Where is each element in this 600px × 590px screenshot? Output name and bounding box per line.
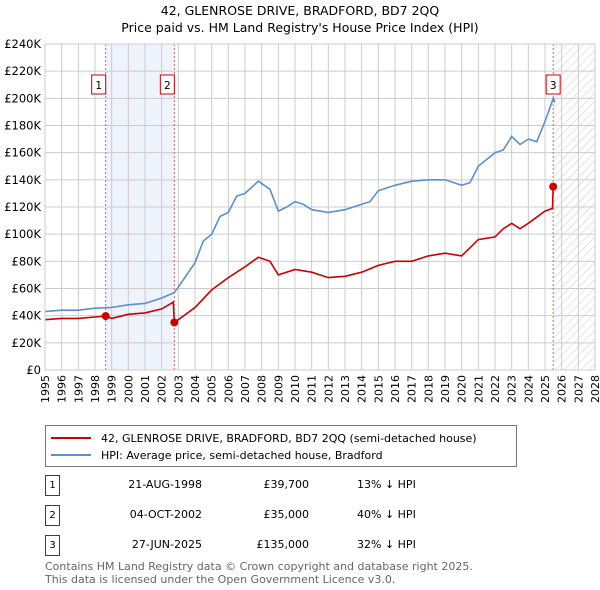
x-tick-label: 2005	[206, 375, 219, 403]
x-tick-label: 1997	[72, 375, 85, 403]
chart-subtitle: Price paid vs. HM Land Registry's House …	[121, 20, 479, 35]
x-tick-label: 1995	[39, 375, 52, 403]
chart-title: 42, GLENROSE DRIVE, BRADFORD, BD7 2QQ	[160, 3, 440, 18]
x-tick-label: 1996	[56, 375, 69, 403]
sale-label-border	[91, 74, 107, 95]
footer-copyright: Contains HM Land Registry data © Crown c…	[45, 560, 473, 573]
x-tick-label: 2010	[289, 375, 302, 403]
y-tick-label: £180K	[4, 119, 41, 133]
x-tick-label: 2017	[406, 375, 419, 403]
sale-label-box: 2	[159, 74, 175, 95]
y-tick-label: £140K	[4, 173, 41, 187]
x-tick-label: 2007	[239, 375, 252, 403]
legend-item-hpi: HPI: Average price, semi-detached house,…	[46, 447, 383, 463]
x-tick-label: 2001	[139, 375, 152, 403]
x-tick-label: 2006	[222, 375, 235, 403]
transaction-row: 3 27-JUN-2025 £135,000 32% ↓ HPI	[45, 535, 465, 557]
transaction-price: £35,000	[263, 508, 310, 521]
x-tick-label: 2016	[389, 375, 402, 403]
sale-label-box: 1	[91, 74, 107, 95]
transaction-price: £39,700	[263, 478, 310, 491]
x-tick-label: 1998	[89, 375, 102, 403]
x-tick-label: 2018	[422, 375, 435, 403]
x-tick-label: 2026	[556, 375, 569, 403]
transaction-hpi-diff: 32% ↓ HPI	[357, 538, 416, 551]
sale-label-text: 1	[95, 80, 102, 92]
transaction-number: 2	[45, 505, 60, 526]
y-tick-label: £120K	[4, 200, 41, 214]
x-tick-label: 1999	[106, 375, 119, 403]
y-tick-label: £100K	[4, 227, 41, 241]
sale-label-border	[159, 74, 175, 95]
x-tick-label: 2021	[472, 375, 485, 403]
transaction-hpi-diff: 13% ↓ HPI	[357, 478, 416, 491]
y-tick-label: £60K	[12, 282, 42, 296]
x-tick-label: 2028	[589, 375, 600, 403]
x-tick-label: 2002	[156, 375, 169, 403]
legend: 42, GLENROSE DRIVE, BRADFORD, BD7 2QQ (s…	[45, 425, 517, 467]
x-tick-label: 2003	[172, 375, 185, 403]
x-tick-label: 2000	[122, 375, 135, 403]
x-tick-label: 2027	[572, 375, 585, 403]
footer-licence: This data is licensed under the Open Gov…	[45, 573, 396, 586]
transaction-row: 1 21-AUG-1998 £39,700 13% ↓ HPI	[45, 475, 465, 497]
x-tick-label: 2008	[256, 375, 269, 403]
x-tick-label: 2013	[339, 375, 352, 403]
plot-border	[44, 43, 596, 371]
y-tick-label: £220K	[4, 64, 41, 78]
legend-swatch-red	[51, 437, 91, 439]
x-tick-label: 2004	[189, 375, 202, 403]
y-tick-label: £160K	[4, 146, 41, 160]
sale-label-text: 2	[164, 80, 171, 92]
y-tick-label: £240K	[4, 37, 41, 51]
sale-point	[549, 182, 558, 191]
hpi-line	[44, 96, 556, 313]
x-tick-label: 2012	[322, 375, 335, 403]
transaction-row: 2 04-OCT-2002 £35,000 40% ↓ HPI	[45, 505, 465, 527]
x-tick-label: 2014	[356, 375, 369, 403]
sale-label-box: 3	[545, 74, 561, 95]
x-tick-label: 2015	[372, 375, 385, 403]
sale-label-border	[545, 74, 561, 95]
transaction-price: £135,000	[256, 538, 310, 551]
x-tick-label: 2023	[506, 375, 519, 403]
x-tick-label: 2022	[489, 375, 502, 403]
y-tick-label: £20K	[12, 336, 42, 350]
x-tick-label: 2011	[306, 375, 319, 403]
footer: Contains HM Land Registry data © Crown c…	[45, 560, 473, 586]
legend-label: 42, GLENROSE DRIVE, BRADFORD, BD7 2QQ (s…	[101, 431, 477, 445]
legend-label: HPI: Average price, semi-detached house,…	[101, 448, 383, 462]
sale-label-text: 3	[550, 80, 557, 92]
x-tick-label: 2024	[522, 375, 535, 403]
legend-swatch-blue	[51, 454, 91, 456]
price-paid-line	[44, 186, 554, 324]
transaction-hpi-diff: 40% ↓ HPI	[357, 508, 416, 521]
x-tick-label: 2019	[439, 375, 452, 403]
transaction-date: 27-JUN-2025	[131, 538, 202, 551]
y-tick-label: £40K	[12, 309, 42, 323]
price-chart: 1995 1996 1997 1998 1999 2000 2001 2002 2003 2004…	[4, 37, 600, 403]
x-tick-label: 2025	[539, 375, 552, 403]
transaction-date: 04-OCT-2002	[129, 508, 202, 521]
y-tick-label: £0	[26, 363, 41, 377]
transaction-date: 21-AUG-1998	[128, 478, 202, 491]
transaction-number: 3	[45, 535, 60, 556]
y-tick-label: £80K	[12, 254, 42, 268]
sale-point	[170, 318, 179, 327]
y-tick-label: £200K	[4, 91, 41, 105]
transaction-number: 1	[45, 475, 60, 496]
sale-point	[101, 312, 110, 321]
legend-item-property: 42, GLENROSE DRIVE, BRADFORD, BD7 2QQ (s…	[46, 430, 477, 446]
x-tick-label: 2009	[272, 375, 285, 403]
x-tick-label: 2020	[456, 375, 469, 403]
